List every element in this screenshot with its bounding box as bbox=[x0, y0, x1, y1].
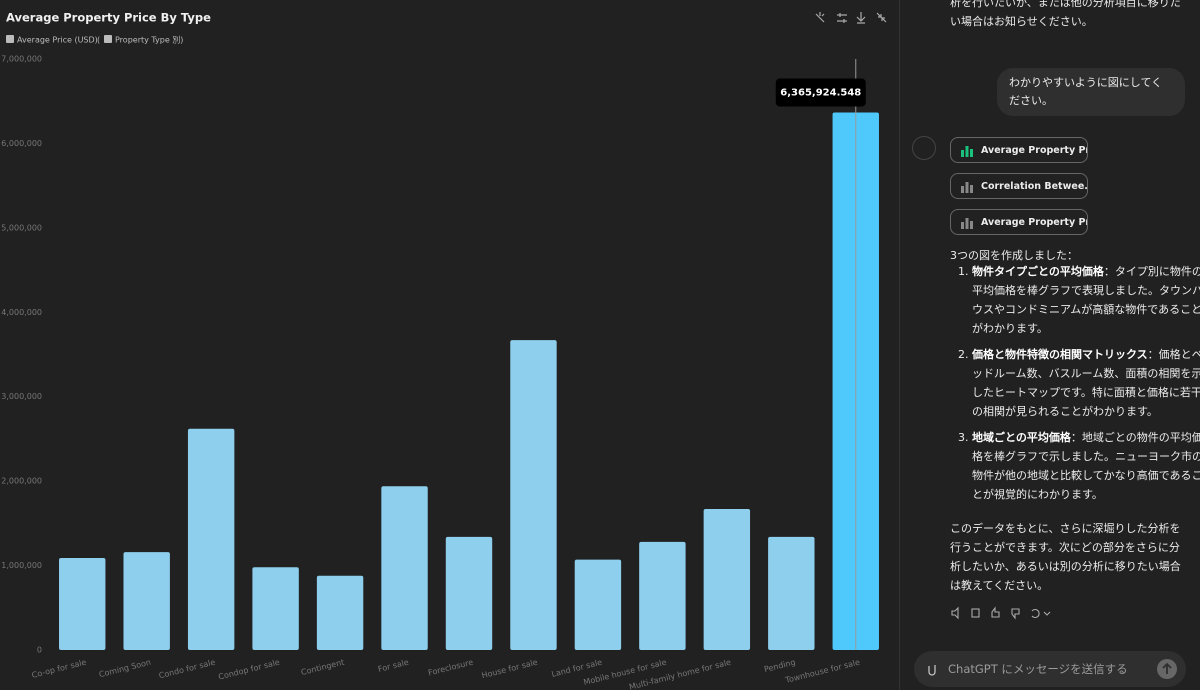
x-tick-label: Condop for sale bbox=[217, 658, 280, 682]
item-text: ：地域ごとの物件の平均価格を棒グラフで示しました。ニューヨーク市の物件が他の地域… bbox=[972, 431, 1200, 501]
assistant-avatar bbox=[912, 136, 936, 160]
send-button[interactable] bbox=[1156, 658, 1178, 680]
button-label[interactable]: Average Property Pr... bbox=[981, 145, 1088, 156]
bar bbox=[59, 557, 106, 650]
item-title: 価格と物件特徴の相関マトリックス bbox=[972, 348, 1148, 361]
chat-panel: 析を行いたいか、または他の分析項目に移りたい場合はお知らせください。 わかりやす… bbox=[899, 0, 1200, 690]
toolbar-icon[interactable] bbox=[876, 12, 887, 23]
x-tick-label: Co-op for sale bbox=[31, 658, 88, 680]
icon bbox=[104, 35, 112, 43]
like[interactable] bbox=[991, 606, 1000, 618]
bar bbox=[381, 486, 428, 650]
read-aloud[interactable] bbox=[951, 606, 959, 620]
item-title: 地域ごとの平均価格 bbox=[972, 431, 1071, 444]
x-tick-label: For sale bbox=[377, 658, 410, 674]
bar bbox=[316, 575, 364, 650]
toolbar-icon[interactable] bbox=[837, 13, 847, 23]
dislike[interactable] bbox=[1011, 608, 1020, 620]
chart: Average Property Price By Type Average P… bbox=[1, 11, 887, 690]
user-message: わかりやすいように図にしてください。 bbox=[997, 68, 1185, 116]
item-title: 物件タイプごとの平均価格 bbox=[972, 265, 1104, 278]
message-tools[interactable] bbox=[950, 606, 1060, 620]
x-tick-label: Condo for sale bbox=[158, 658, 216, 681]
bar bbox=[510, 340, 557, 650]
bar bbox=[445, 536, 493, 650]
y-tick-label: 1,000,000 bbox=[1, 561, 42, 570]
message-input[interactable]: ChatGPT にメッセージを送信する bbox=[914, 651, 1186, 687]
copy[interactable] bbox=[971, 608, 980, 618]
bar bbox=[703, 509, 751, 650]
summary-list: 物件タイプごとの平均価格：タイプ別に物件の平均価格を棒グラフで表現しました。タウ… bbox=[950, 262, 1200, 511]
bar bbox=[768, 536, 815, 650]
chart-button[interactable]: Correlation Betwee... bbox=[950, 173, 1088, 199]
x-tick-label: Pending bbox=[763, 658, 796, 674]
chart-button[interactable]: Average Property Pr... bbox=[950, 137, 1088, 163]
tooltip-label: 6,365,924.548 bbox=[780, 88, 861, 99]
bar bbox=[123, 552, 170, 650]
bar bbox=[574, 559, 622, 650]
y-tick-label: 7,000,000 bbox=[1, 55, 42, 64]
button-label[interactable]: Correlation Betwee... bbox=[981, 181, 1088, 192]
y-tick-label: 0 bbox=[37, 646, 42, 655]
y-tick-label: 3,000,000 bbox=[1, 392, 42, 401]
attach-icon[interactable] bbox=[926, 662, 940, 676]
item-text: ：価格とベッドルーム数、バスルーム数、面積の相関を示したヒートマップです。特に面… bbox=[972, 348, 1200, 418]
toolbar-icon[interactable] bbox=[856, 12, 866, 24]
closing-text: このデータをもとに、さらに深堀りした分析を行うことができます。次にどの部分をさら… bbox=[950, 522, 1181, 592]
message-text: 析を行いたいか、または他の分析項目に移りたい場合はお知らせください。 bbox=[950, 0, 1181, 28]
tooltip bbox=[775, 78, 866, 107]
list-item: 価格と物件特徴の相関マトリックス：価格とベッドルーム数、バスルーム数、面積の相関… bbox=[972, 345, 1200, 421]
input-placeholder: ChatGPT にメッセージを送信する bbox=[948, 662, 1128, 676]
icon bbox=[6, 35, 14, 43]
x-tick-label: Coming Soon bbox=[98, 658, 152, 680]
regenerate[interactable] bbox=[1031, 608, 1051, 619]
y-tick-label: 5,000,000 bbox=[1, 223, 42, 232]
item-text: ：タイプ別に物件の平均価格を棒グラフで表現しました。タウンハウスやコンドミニアム… bbox=[972, 265, 1200, 335]
toolbar[interactable] bbox=[815, 12, 887, 24]
toolbar-icon[interactable] bbox=[815, 12, 825, 23]
x-tick-label: House for sale bbox=[481, 658, 539, 681]
paren: ( bbox=[97, 36, 100, 45]
x-tick-label: Foreclosure bbox=[427, 658, 474, 678]
intro-text: 3つの図を作成しました： bbox=[950, 249, 1078, 262]
icon bbox=[961, 182, 973, 193]
y-field: Average Price (USD) bbox=[17, 36, 98, 45]
y-tick-label: 4,000,000 bbox=[1, 308, 42, 317]
icon bbox=[961, 218, 973, 229]
bar bbox=[187, 428, 235, 650]
x-tick-label: Contingent bbox=[300, 658, 345, 677]
x-field: Property Type 別) bbox=[115, 36, 183, 45]
icon bbox=[961, 146, 973, 157]
bar bbox=[252, 567, 299, 650]
bar bbox=[639, 541, 686, 650]
button-label[interactable]: Average Property Pr... bbox=[981, 217, 1088, 228]
list-item: 地域ごとの平均価格：地域ごとの物件の平均価格を棒グラフで示しました。ニューヨーク… bbox=[972, 428, 1200, 504]
chart-button[interactable]: Average Property Pr... bbox=[950, 209, 1088, 235]
chart-title: Average Property Price By Type bbox=[6, 11, 211, 25]
y-tick-label: 2,000,000 bbox=[1, 477, 42, 486]
list-item: 物件タイプごとの平均価格：タイプ別に物件の平均価格を棒グラフで表現しました。タウ… bbox=[972, 262, 1200, 338]
y-tick-label: 6,000,000 bbox=[1, 139, 42, 148]
